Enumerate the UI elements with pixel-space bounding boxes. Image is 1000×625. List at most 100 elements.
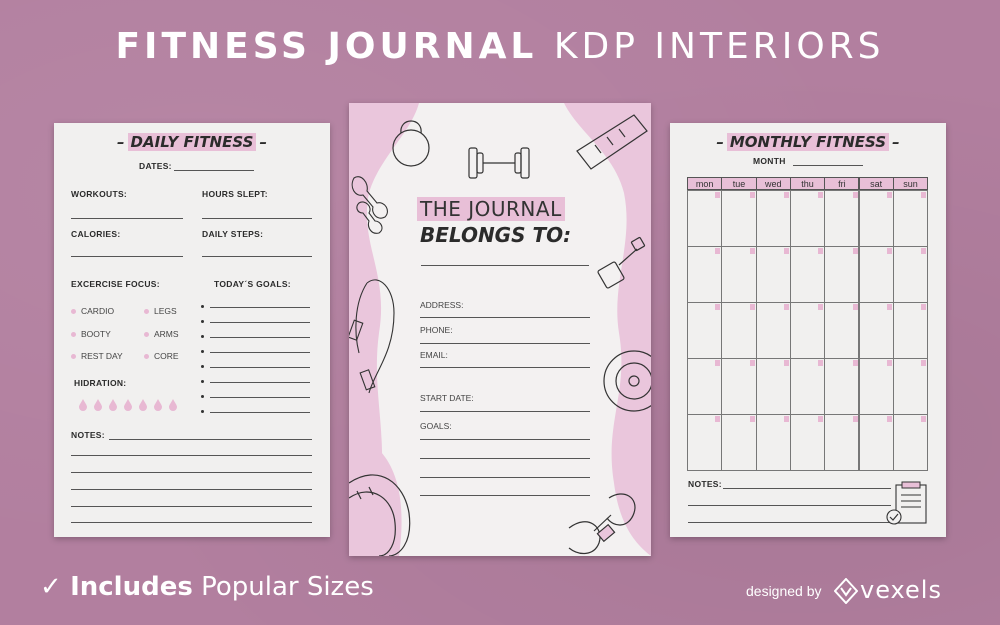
calendar-day-cell[interactable] [755, 302, 791, 359]
weight-plate-icon [603, 350, 651, 412]
calendar-day-cell[interactable] [755, 246, 791, 303]
calendar-day-cell[interactable] [789, 190, 826, 247]
phone-line[interactable] [420, 343, 590, 344]
workouts-line[interactable] [71, 218, 183, 219]
headline-bold: FITNESS JOURNAL [115, 26, 538, 67]
hours-slept-line[interactable] [202, 218, 312, 219]
calendar-day-cell[interactable] [687, 246, 723, 303]
calendar-day-cell[interactable] [858, 414, 894, 471]
calendar-day-cell[interactable] [892, 414, 929, 471]
calendar-day-cell[interactable] [755, 190, 791, 247]
calendar-day-cell[interactable] [858, 246, 894, 303]
daily-steps-line[interactable] [202, 256, 312, 257]
month-line[interactable] [793, 165, 863, 166]
notes-line[interactable] [688, 505, 891, 506]
calendar-day-cell[interactable] [687, 358, 723, 415]
notes-line[interactable] [109, 439, 312, 440]
calendar-day-cell[interactable] [789, 358, 826, 415]
calendar-date-marker [749, 192, 755, 198]
goal-line[interactable] [210, 322, 310, 323]
goal-line[interactable] [210, 337, 310, 338]
calendar-day-cell[interactable] [721, 358, 757, 415]
water-drop-icon[interactable] [123, 399, 133, 411]
goal-line[interactable] [210, 352, 310, 353]
goal-line[interactable] [210, 382, 310, 383]
calendar-day-cell[interactable] [721, 302, 757, 359]
focus-checkbox-cardio[interactable] [71, 309, 76, 314]
calendar-day-cell[interactable] [858, 190, 894, 247]
daily-steps-label: DAILY STEPS: [202, 229, 264, 239]
address-line[interactable] [420, 317, 590, 318]
calendar-day-cell[interactable] [789, 302, 826, 359]
water-drop-icon[interactable] [168, 399, 178, 411]
calendar-day-cell[interactable] [755, 358, 791, 415]
goal-line[interactable] [210, 412, 310, 413]
calendar-day-cell[interactable] [892, 358, 929, 415]
goal-line[interactable] [210, 397, 310, 398]
focus-checkbox-legs[interactable] [144, 309, 149, 314]
calendar-day-cell[interactable] [789, 414, 826, 471]
focus-checkbox-core[interactable] [144, 354, 149, 359]
goals-line[interactable] [420, 458, 590, 459]
notes-line[interactable] [723, 488, 891, 489]
goal-line[interactable] [210, 367, 310, 368]
calendar-day-cell[interactable] [721, 246, 757, 303]
calendar-day-cell[interactable] [721, 414, 757, 471]
calendar-day-cell[interactable] [687, 414, 723, 471]
calendar-day-cell[interactable] [892, 302, 929, 359]
notes-line[interactable] [71, 489, 312, 490]
notes-line[interactable] [71, 472, 312, 473]
calories-line[interactable] [71, 256, 183, 257]
calendar-day-cell[interactable] [824, 414, 860, 471]
email-line[interactable] [420, 367, 590, 368]
calendar-date-marker [921, 304, 927, 310]
goal-line[interactable] [210, 307, 310, 308]
calendar-day-cell[interactable] [824, 358, 860, 415]
hand-weights-icon [351, 176, 388, 234]
calendar-day-cell[interactable] [858, 358, 894, 415]
focus-checkbox-rest-day[interactable] [71, 354, 76, 359]
owner-name-line[interactable] [421, 265, 589, 266]
goals-line[interactable] [420, 439, 590, 440]
calendar-date-marker [852, 416, 858, 422]
headline-light: KDP INTERIORS [553, 26, 885, 67]
calendar-day-cell[interactable] [789, 246, 826, 303]
calendar-day-cell[interactable] [687, 302, 723, 359]
calendar-day-cell[interactable] [858, 302, 894, 359]
calendar-day-cell[interactable] [721, 190, 757, 247]
water-drop-icon[interactable] [93, 399, 103, 411]
calendar-day-cell[interactable] [892, 246, 929, 303]
popular-sizes-text: Popular Sizes [201, 572, 374, 602]
calendar-day-cell[interactable] [892, 190, 929, 247]
water-drop-icon[interactable] [153, 399, 163, 411]
notes-line[interactable] [71, 455, 312, 456]
calendar-day-cell[interactable] [824, 190, 860, 247]
calendar-date-marker [749, 304, 755, 310]
focus-checkbox-booty[interactable] [71, 332, 76, 337]
jump-rope-icon [349, 279, 395, 394]
calendar-day-cell[interactable] [687, 190, 723, 247]
notes-line[interactable] [71, 506, 312, 507]
dates-line[interactable] [174, 170, 254, 171]
notes-line[interactable] [688, 522, 891, 523]
calendar-date-marker [818, 192, 824, 198]
water-drop-icon[interactable] [138, 399, 148, 411]
water-drop-icon[interactable] [108, 399, 118, 411]
calendar-day-cell[interactable] [824, 246, 860, 303]
start-date-line[interactable] [420, 411, 590, 412]
calendar-date-marker [886, 360, 892, 366]
notes-label: NOTES: [71, 430, 105, 440]
calendar-day-cell[interactable] [755, 414, 791, 471]
start-date-label: START DATE: [420, 393, 474, 403]
calendar-date-marker [818, 304, 824, 310]
water-drop-icon[interactable] [78, 399, 88, 411]
cover-decoration [349, 103, 651, 556]
focus-checkbox-arms[interactable] [144, 332, 149, 337]
notes-line[interactable] [71, 522, 312, 523]
calendar-date-marker [715, 248, 721, 254]
calendar-date-marker [886, 416, 892, 422]
journal-cover-page: THE JOURNAL BELONGS TO: ADDRESS: PHONE: … [349, 103, 651, 556]
goals-line[interactable] [420, 477, 590, 478]
calendar-day-cell[interactable] [824, 302, 860, 359]
goals-line[interactable] [420, 495, 590, 496]
